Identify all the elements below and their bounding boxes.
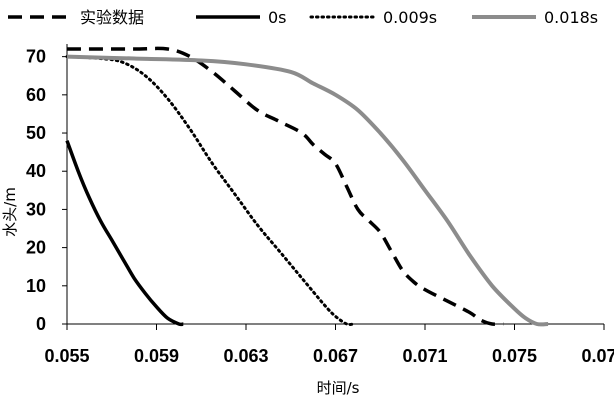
y-tick-label: 20 <box>26 238 46 258</box>
plot-area: 0.055 0.059 0.063 0.067 0.071 0.075 0.079 0 10 20… <box>26 44 614 366</box>
x-tick-label: 0.059 <box>134 346 179 366</box>
x-tick-label: 0.079 <box>581 346 614 366</box>
y-tick-label: 30 <box>26 199 46 219</box>
legend-label: 实验数据 <box>80 8 144 27</box>
y-axis-title: 水头/m <box>1 187 19 237</box>
y-tick-label: 10 <box>26 276 46 296</box>
x-tick-label: 0.063 <box>223 346 268 366</box>
y-tick-label: 40 <box>26 161 46 181</box>
y-tick-label: 0 <box>36 314 46 334</box>
series-line <box>65 140 184 327</box>
x-tick-label: 0.075 <box>492 346 537 366</box>
legend: 实验数据 0s 0.009s 0.018s <box>8 8 598 27</box>
legend-label: 0s <box>268 8 287 27</box>
x-axis-title: 时间/s <box>317 379 360 397</box>
y-tick-label: 70 <box>26 47 46 67</box>
series-line <box>65 55 355 327</box>
y-tick-label: 60 <box>26 85 46 105</box>
legend-label: 0.018s <box>544 8 598 27</box>
x-tick-label: 0.055 <box>44 346 89 366</box>
series-line <box>66 54 549 327</box>
series-line <box>67 46 504 327</box>
legend-label: 0.009s <box>383 8 437 27</box>
x-tick-label: 0.067 <box>313 346 358 366</box>
x-tick-label: 0.071 <box>402 346 447 366</box>
y-tick-label: 50 <box>26 123 46 143</box>
